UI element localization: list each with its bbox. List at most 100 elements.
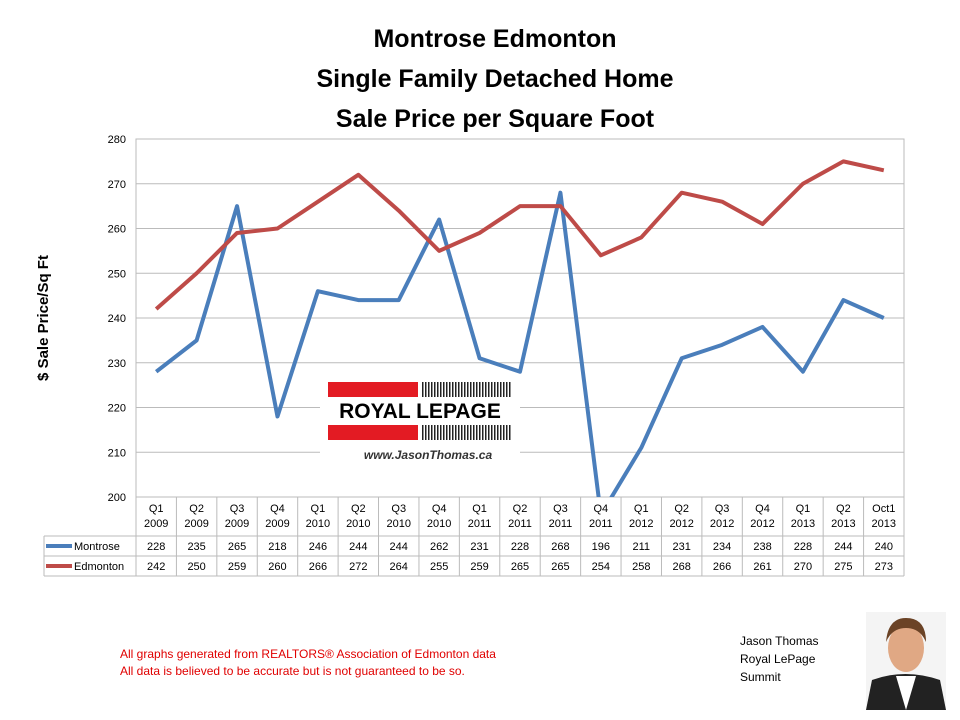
- y-tick-label: 200: [108, 492, 126, 504]
- x-tick-label: Q2 2010: [346, 503, 370, 530]
- logo-stripe: [455, 425, 457, 440]
- table-value: 231: [673, 541, 691, 553]
- table-value: 275: [834, 561, 852, 573]
- table-value: 268: [551, 541, 569, 553]
- logo-stripe: [452, 382, 454, 397]
- x-tick-label: Q3 2010: [386, 503, 410, 530]
- logo-stripe: [464, 382, 466, 397]
- logo-stripe: [494, 382, 496, 397]
- logo-stripe: [446, 425, 448, 440]
- logo-stripe: [425, 425, 427, 440]
- x-tick-label: Q4 2011: [589, 503, 613, 530]
- x-tick-label: Q1 2011: [468, 503, 492, 530]
- table-value: 231: [470, 541, 488, 553]
- y-tick-label: 270: [108, 179, 126, 191]
- logo-stripe: [482, 425, 484, 440]
- table-value: 228: [511, 541, 529, 553]
- x-tick-label: Q3 2012: [710, 503, 734, 530]
- x-tick-label: Q4 2012: [750, 503, 774, 530]
- logo-stripe: [467, 425, 469, 440]
- title-line: Sale Price per Square Foot: [336, 105, 655, 133]
- table-value: 255: [430, 561, 448, 573]
- agent-line: Summit: [740, 670, 781, 684]
- table-value: 268: [673, 561, 691, 573]
- logo-stripe: [422, 382, 424, 397]
- logo-url: www.JasonThomas.ca: [364, 448, 493, 462]
- table-value: 260: [268, 561, 286, 573]
- table-value: 272: [349, 561, 367, 573]
- logo-stripe: [437, 425, 439, 440]
- agent-line: Jason Thomas: [740, 634, 819, 648]
- table-value: 265: [511, 561, 529, 573]
- x-tick-label: Q2 2009: [184, 503, 208, 530]
- x-tick-label: Q1 2013: [791, 503, 815, 530]
- logo-stripe: [455, 382, 457, 397]
- y-axis-label: $ Sale Price/Sq Ft: [35, 255, 52, 381]
- table-value: 244: [349, 541, 367, 553]
- logo-stripe: [452, 425, 454, 440]
- logo-stripe: [473, 382, 475, 397]
- table-value: 262: [430, 541, 448, 553]
- logo-stripe: [446, 382, 448, 397]
- logo-stripe: [497, 425, 499, 440]
- logo-stripe: [467, 382, 469, 397]
- table-value: 196: [592, 541, 610, 553]
- y-tick-label: 230: [108, 358, 126, 370]
- table-value: 266: [309, 561, 327, 573]
- series-line: [154, 190, 885, 497]
- logo-stripe: [428, 382, 430, 397]
- logo-stripe: [506, 425, 508, 440]
- logo-stripe: [479, 382, 481, 397]
- table-value: 244: [834, 541, 852, 553]
- logo-stripe: [482, 382, 484, 397]
- table-value: 265: [228, 541, 246, 553]
- x-tick-label: Q4 2009: [265, 503, 289, 530]
- logo-stripe: [476, 382, 478, 397]
- logo-stripe: [485, 382, 487, 397]
- logo-stripe: [461, 382, 463, 397]
- agent-photo: [866, 612, 946, 710]
- logo-stripe: [488, 382, 490, 397]
- table-value: 264: [390, 561, 408, 573]
- footer-note: All data is believed to be accurate but …: [120, 664, 465, 678]
- x-tick-label: Oct1 2013: [872, 503, 896, 530]
- table-value: 259: [470, 561, 488, 573]
- logo-stripe: [437, 382, 439, 397]
- table-value: 228: [794, 541, 812, 553]
- table-value: 266: [713, 561, 731, 573]
- logo-stripe: [422, 425, 424, 440]
- y-tick-label: 220: [108, 403, 126, 415]
- logo-stripe: [464, 425, 466, 440]
- legend-label: Edmonton: [74, 561, 124, 573]
- logo-stripe: [497, 382, 499, 397]
- plot-frame: [135, 138, 905, 498]
- logo-stripe: [494, 425, 496, 440]
- logo-stripe: [428, 425, 430, 440]
- table-value: 218: [268, 541, 286, 553]
- table-value: 235: [187, 541, 205, 553]
- logo-stripe: [458, 382, 460, 397]
- logo-stripe: [449, 425, 451, 440]
- legend-label: Montrose: [74, 541, 120, 553]
- logo-stripe: [485, 425, 487, 440]
- y-tick-label: 240: [108, 313, 126, 325]
- table-value: 240: [875, 541, 893, 553]
- logo-stripe: [509, 382, 511, 397]
- logo-stripe: [434, 382, 436, 397]
- logo-stripe: [431, 382, 433, 397]
- logo-stripe: [458, 425, 460, 440]
- table-value: 238: [753, 541, 771, 553]
- table-value: 254: [592, 561, 610, 573]
- logo-stripe: [491, 425, 493, 440]
- logo-stripe: [506, 382, 508, 397]
- logo-stripe: [470, 382, 472, 397]
- x-tick-label: Q2 2011: [508, 503, 532, 530]
- title-line: Single Family Detached Home: [316, 65, 673, 93]
- logo-brand: ROYAL LEPAGE: [339, 400, 501, 423]
- title-line: Montrose Edmonton: [373, 25, 616, 53]
- agent-line: Royal LePage: [740, 652, 816, 666]
- logo: ROYAL LEPAGE www.JasonThomas.ca: [320, 378, 520, 462]
- series-line: [154, 159, 885, 311]
- logo-bar: [328, 425, 418, 440]
- logo-stripe: [503, 382, 505, 397]
